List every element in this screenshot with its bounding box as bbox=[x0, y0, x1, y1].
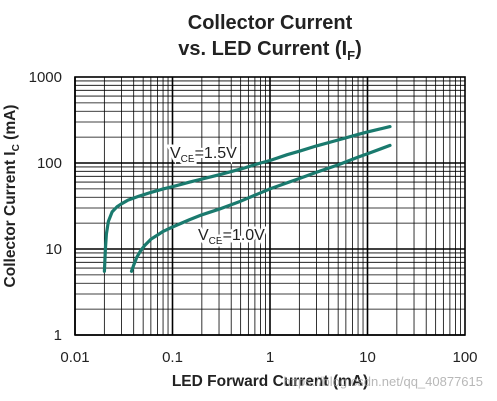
x-tick-label: 0.1 bbox=[162, 349, 183, 366]
plot-frame bbox=[74, 76, 466, 336]
grid bbox=[74, 76, 466, 336]
series-annotations: VCE=1.5V VCE=1.0V bbox=[168, 143, 268, 250]
y-tick-label: 10 bbox=[45, 241, 62, 258]
x-tick-label: 100 bbox=[452, 349, 477, 366]
series-label-2: VCE=1.0V bbox=[198, 227, 265, 247]
x-axis-label: LED Forward Current (mA) bbox=[171, 373, 369, 390]
series-line-2 bbox=[129, 143, 392, 273]
y-tick-label: 100 bbox=[37, 155, 62, 172]
y-tick-label: 1 bbox=[54, 327, 62, 344]
series-line-1 bbox=[102, 125, 392, 273]
y-tick-label: 1000 bbox=[29, 69, 62, 86]
series-label-1: VCE=1.5V bbox=[170, 145, 237, 165]
chart-title: Collector Current vs. LED Current (IF) bbox=[70, 10, 470, 69]
watermark: https://blog.csdn.net/qq_40877615 bbox=[283, 374, 484, 389]
chart-title-line2: vs. LED Current (IF) bbox=[178, 38, 362, 63]
x-tick-label: 1 bbox=[266, 349, 274, 366]
x-tick-label: 0.01 bbox=[60, 349, 89, 366]
chart-title-line1: Collector Current bbox=[187, 12, 353, 34]
series-lines bbox=[102, 125, 392, 273]
tick-labels: 0.01 0.1 1 10 100 1 10 100 1000 bbox=[29, 69, 478, 366]
x-tick-label: 10 bbox=[359, 349, 376, 366]
